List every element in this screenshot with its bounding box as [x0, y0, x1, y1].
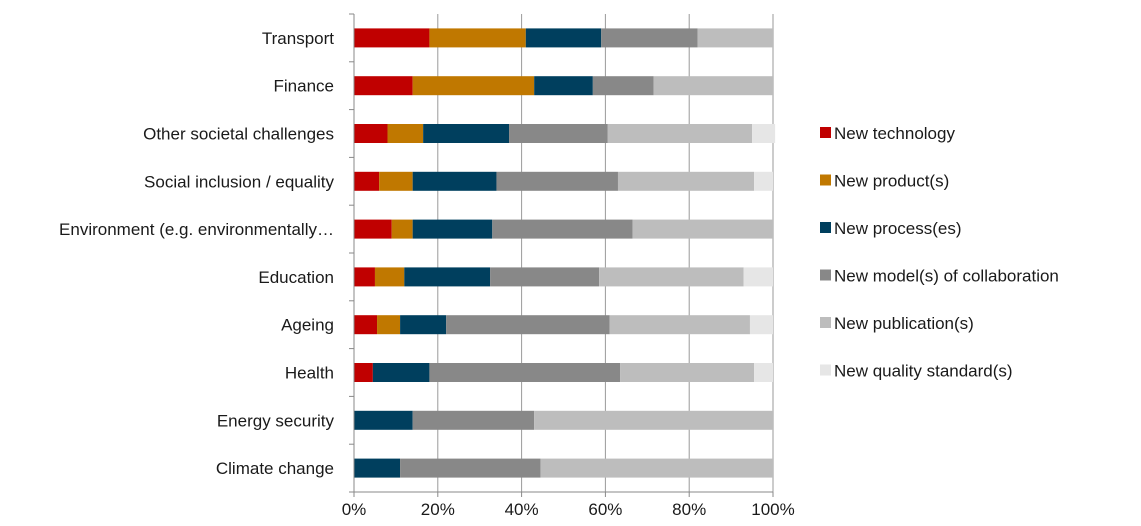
bar-segment — [354, 76, 413, 96]
bar-segment — [632, 219, 773, 239]
bar-segment — [429, 363, 621, 382]
category-label: Other societal challenges — [143, 125, 334, 144]
axes — [349, 13, 774, 497]
legend-label: New publication(s) — [834, 314, 974, 333]
x-tick-label: 0% — [342, 500, 367, 519]
bar-segment — [354, 267, 375, 287]
bar-segment — [749, 315, 773, 335]
bar-segment — [354, 28, 430, 48]
bar-segment — [412, 410, 535, 430]
x-tick-label: 60% — [588, 500, 622, 519]
bar-segment — [592, 76, 654, 96]
bar-segment — [412, 219, 493, 239]
category-label: Climate change — [216, 459, 334, 478]
x-tick-label: 20% — [421, 500, 455, 519]
bar-segment — [617, 171, 755, 191]
bar-segment — [609, 315, 750, 335]
bar-segment — [540, 458, 773, 478]
category-labels: Transport Finance Other societal challenge… — [59, 29, 334, 478]
bar-segment — [377, 315, 401, 335]
bar-segment — [754, 171, 773, 191]
bar-segment — [412, 76, 535, 96]
bar-segment — [354, 219, 392, 239]
bar-segment — [354, 315, 378, 335]
category-label: Environment (e.g. environmentally… — [59, 220, 334, 239]
legend-swatch — [820, 222, 831, 233]
bar-segment — [412, 171, 497, 191]
bar-segment — [423, 124, 510, 143]
bar-segment — [752, 124, 776, 143]
bar-segment — [400, 315, 447, 335]
legend-swatch — [820, 269, 831, 281]
bar-segment — [492, 219, 633, 239]
bar-segment — [379, 171, 413, 191]
bar-segment — [607, 124, 753, 143]
bar-segment — [496, 171, 618, 191]
category-label: Health — [285, 364, 334, 383]
bar-segment — [404, 267, 491, 287]
legend-label: New quality standard(s) — [834, 362, 1013, 381]
bar-segment — [354, 363, 373, 382]
bar-segment — [653, 76, 773, 96]
bar-segment — [354, 458, 401, 478]
bar-segment — [525, 28, 602, 48]
legend-swatch — [820, 127, 831, 138]
category-label: Energy security — [217, 411, 335, 430]
bar-segment — [372, 363, 430, 382]
x-tick-label: 80% — [672, 500, 706, 519]
bar-segment — [400, 458, 541, 478]
bar-segment — [354, 124, 388, 143]
category-label: Transport — [262, 29, 334, 48]
bar-segment — [620, 363, 755, 382]
legend-label: New technology — [834, 124, 955, 143]
category-label: Social inclusion / equality — [144, 172, 334, 191]
category-label: Education — [258, 268, 334, 287]
bar-segment — [754, 363, 773, 382]
legend-swatch — [820, 364, 831, 376]
bar-segment — [446, 315, 610, 335]
bar-segment — [601, 28, 698, 48]
bar-segment — [534, 76, 593, 96]
legend-label: New product(s) — [834, 172, 949, 191]
category-label: Finance — [274, 77, 334, 96]
legend-swatch — [820, 174, 831, 186]
bar-segment — [354, 410, 413, 430]
bars — [354, 28, 776, 478]
bar-segment — [354, 171, 380, 191]
legend-swatch — [820, 317, 831, 328]
legend-label: New process(es) — [834, 219, 962, 238]
legend-label: New model(s) of collaboration — [834, 267, 1059, 286]
bar-segment — [391, 219, 413, 239]
bar-segment — [743, 267, 773, 287]
bar-segment — [387, 124, 424, 143]
bar-segment — [697, 28, 773, 48]
x-tick-label: 100% — [751, 500, 794, 519]
bar-segment — [429, 28, 526, 48]
bar-segment — [509, 124, 608, 143]
x-tick-label: 40% — [505, 500, 539, 519]
bar-segment — [374, 267, 405, 287]
category-label: Ageing — [281, 316, 334, 335]
bar-segment — [490, 267, 600, 287]
legend: New technology New product(s) New process(… — [820, 124, 1059, 381]
x-tick-labels: 0% 20% 40% 60% 80% 100% — [342, 500, 795, 519]
bar-segment — [599, 267, 744, 287]
bar-segment — [534, 410, 773, 430]
